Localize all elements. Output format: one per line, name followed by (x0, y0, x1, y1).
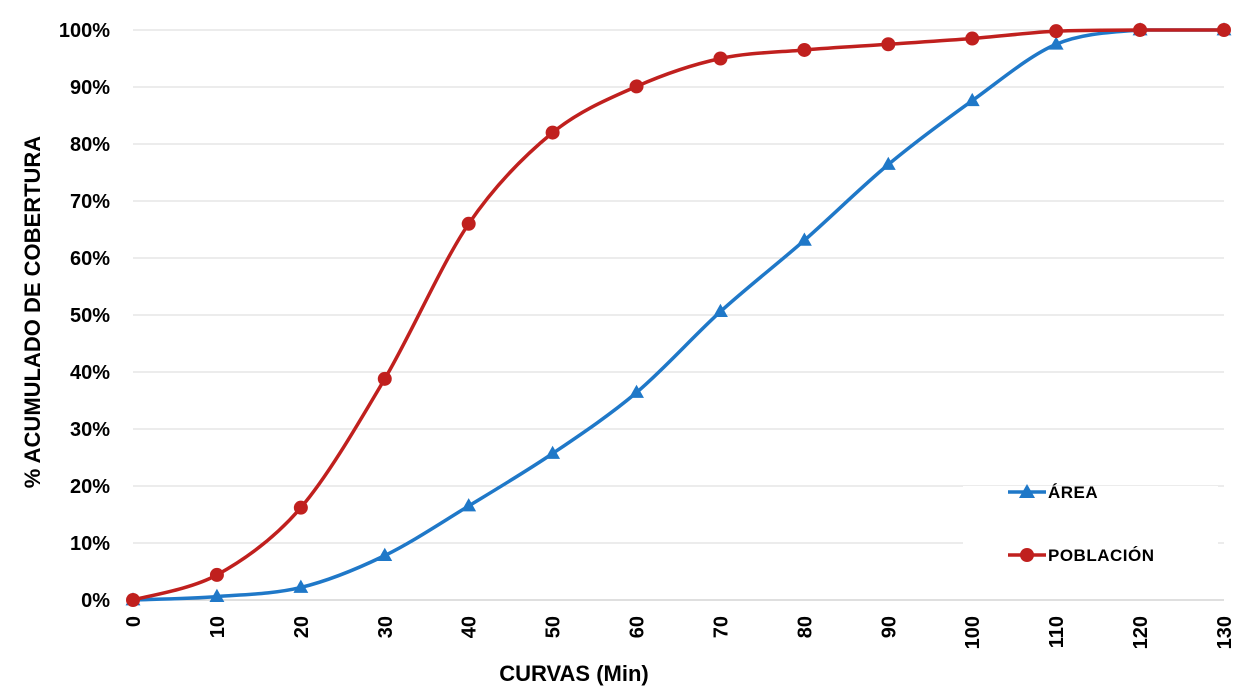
series-layer (125, 22, 1232, 607)
x-tick-label: 130 (1214, 616, 1236, 649)
x-tick-label: 80 (794, 616, 816, 638)
series-line (132, 28, 1224, 602)
legend-background (963, 486, 1218, 544)
x-tick-label: 10 (207, 616, 229, 638)
data-point-triangle (293, 579, 309, 593)
data-point-circle (1049, 24, 1064, 39)
x-tick-label: 30 (375, 616, 397, 638)
legend-item-area: ÁREA (1008, 483, 1098, 502)
y-tick-label: 80% (70, 134, 110, 156)
data-point-circle (126, 593, 140, 607)
legend: ÁREA POBLACIÓN (963, 483, 1218, 588)
data-point-triangle (461, 498, 477, 512)
x-tick-label: 60 (627, 616, 649, 638)
y-tick-label: 30% (70, 419, 110, 441)
y-tick-label: 0% (81, 590, 110, 612)
data-point-triangle (713, 303, 728, 317)
legend-background (963, 552, 1218, 588)
data-point-triangle (796, 232, 812, 246)
data-point-circle (629, 79, 644, 94)
x-tick-label: 50 (543, 616, 565, 638)
x-tick-label: 100 (962, 616, 984, 649)
data-point-circle (713, 51, 728, 66)
x-tick-label: 70 (710, 616, 732, 638)
y-axis-ticks: 0% 10% 20% 30% 40% 50% 60% 70% 80% 90% 100% (59, 20, 110, 612)
y-tick-label: 40% (70, 362, 110, 384)
series-poblacion (126, 23, 1231, 607)
y-tick-label: 60% (70, 248, 110, 270)
y-tick-label: 90% (70, 77, 110, 99)
x-tick-label: 120 (1130, 616, 1152, 649)
data-point-circle (293, 500, 308, 515)
legend-marker-circle (1020, 548, 1034, 562)
x-axis-title: CURVAS (Min) (499, 661, 649, 686)
legend-label: ÁREA (1048, 483, 1098, 502)
y-tick-label: 100% (59, 20, 110, 42)
data-point-circle (209, 567, 224, 582)
y-tick-label: 20% (70, 476, 110, 498)
y-axis-title: % ACUMULADO DE COBERTURA (20, 136, 45, 489)
data-point-circle (1133, 23, 1148, 37)
data-point-triangle (880, 156, 896, 170)
grid-layer (133, 29, 1224, 601)
data-point-circle (461, 216, 476, 231)
data-point-circle (965, 31, 980, 46)
data-point-triangle (964, 92, 980, 107)
legend-item-poblacion: POBLACIÓN (1008, 546, 1155, 565)
y-tick-label: 50% (70, 305, 110, 327)
y-tick-label: 10% (70, 533, 110, 555)
y-tick-label: 70% (70, 191, 110, 213)
data-point-circle (545, 125, 560, 140)
x-tick-label: 20 (291, 616, 313, 638)
data-point-circle (881, 37, 896, 52)
x-tick-label: 0 (123, 616, 145, 627)
legend-marker-triangle (1019, 484, 1035, 498)
legend-label: POBLACIÓN (1048, 546, 1155, 565)
x-tick-label: 90 (878, 616, 900, 638)
x-tick-label: 110 (1046, 616, 1068, 648)
data-point-circle (797, 42, 812, 57)
data-point-triangle (629, 384, 644, 398)
data-point-triangle (545, 445, 561, 459)
x-tick-label: 40 (459, 616, 481, 638)
data-point-triangle (209, 588, 225, 602)
x-axis-ticks: 0 10 20 30 40 50 60 70 80 90 100 110 120 130 (123, 616, 1236, 649)
data-point-circle (1217, 23, 1231, 37)
data-point-triangle (377, 547, 393, 561)
data-point-circle (377, 371, 392, 386)
data-point-triangle (1048, 36, 1064, 50)
